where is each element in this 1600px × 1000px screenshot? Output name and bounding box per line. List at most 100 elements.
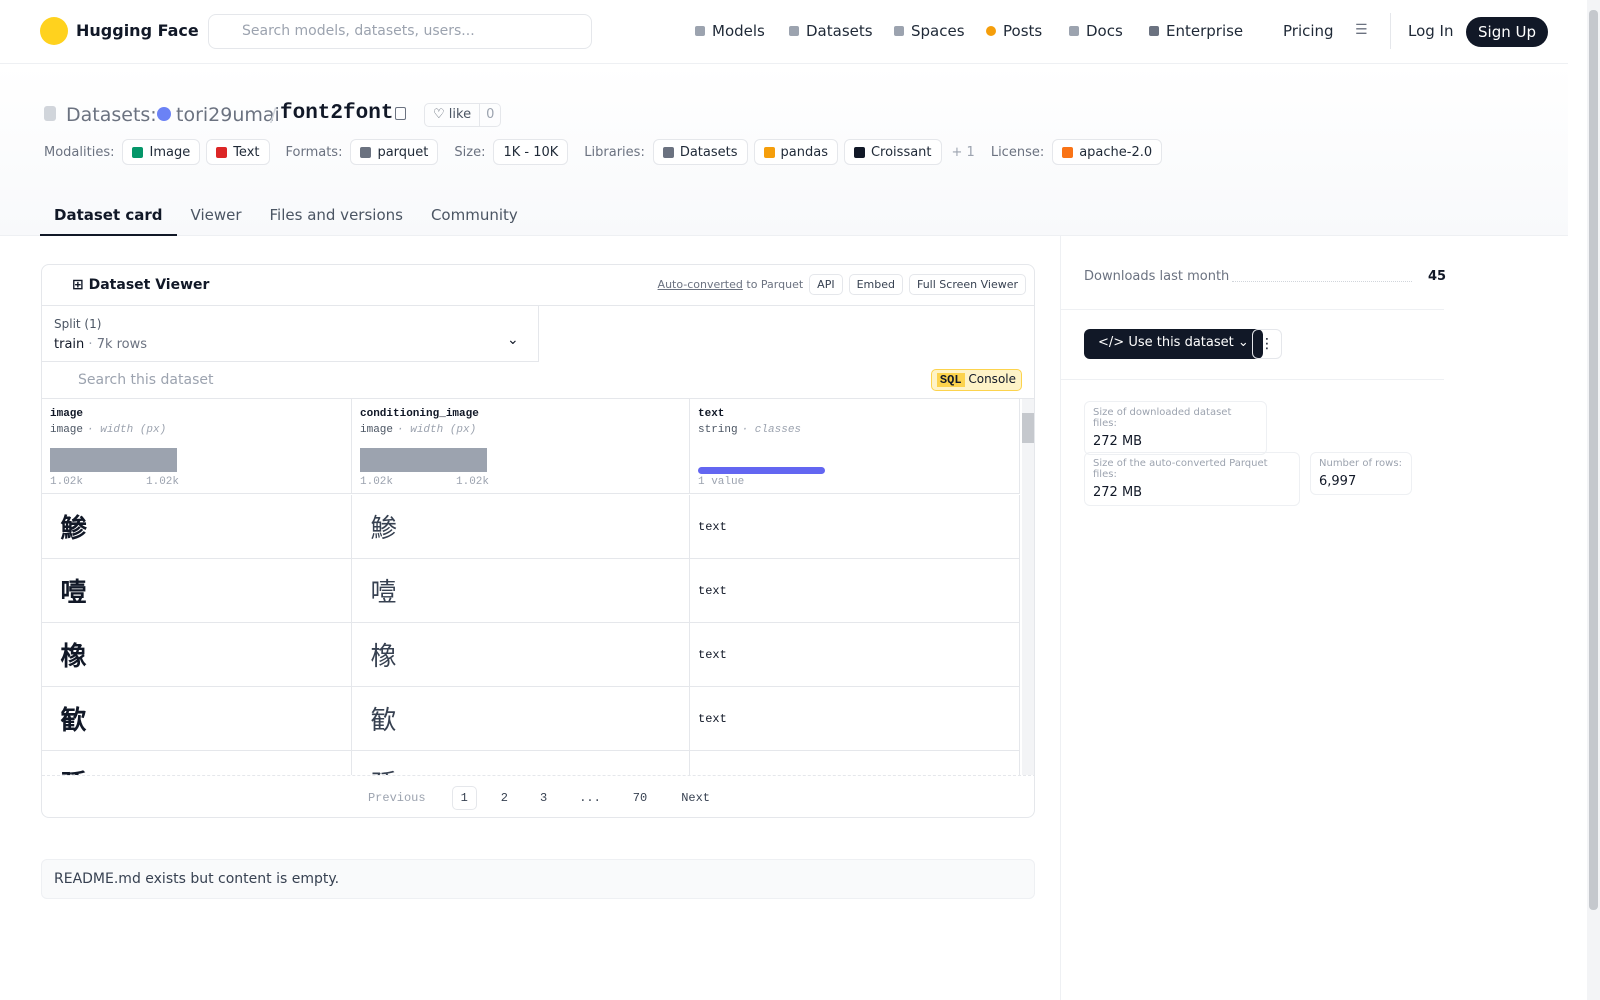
nav-link[interactable]: Docs	[1086, 22, 1123, 40]
tag-text[interactable]: Text	[233, 144, 260, 160]
viewer-button[interactable]: API	[809, 274, 843, 295]
table-cell[interactable]: text	[690, 751, 1020, 775]
tag-text[interactable]: Image	[149, 144, 191, 160]
tag-more[interactable]: + 1	[951, 144, 975, 160]
use-dataset[interactable]: </> Use this dataset ⌄	[1084, 329, 1263, 359]
table-cell[interactable]: text	[690, 623, 1020, 687]
glyph-image[interactable]: 噎	[50, 567, 97, 614]
viewer-button-label[interactable]: Full Screen Viewer	[916, 278, 1018, 291]
viewer-button-label[interactable]: Embed	[856, 278, 895, 291]
tag[interactable]: parquet	[350, 139, 439, 165]
tag[interactable]: Image	[122, 139, 201, 165]
scroll-thumb[interactable]	[1022, 413, 1034, 443]
sql-console[interactable]: SQL Console	[930, 369, 1022, 391]
tag[interactable]: 1K - 10K	[493, 139, 569, 165]
glyph-image[interactable]: 鯵	[360, 503, 407, 550]
viewer-button[interactable]: Full Screen Viewer	[908, 274, 1026, 295]
page-scroll-thumb[interactable]	[1589, 10, 1598, 910]
tag[interactable]: pandas	[753, 139, 838, 165]
converted-link[interactable]: Auto-converted	[657, 278, 743, 291]
table-cell[interactable]: 歓	[42, 687, 352, 751]
table-row[interactable]: 鯵 鯵 text	[42, 495, 1020, 559]
nav-link[interactable]: Models	[712, 22, 765, 40]
table-cell[interactable]: 孫	[352, 751, 690, 775]
dataset-search[interactable]: Search this dataset SQL Console	[42, 362, 1034, 399]
table-cell[interactable]: 橡	[352, 623, 690, 687]
like-label[interactable]: ♡ like	[433, 107, 472, 122]
table-row[interactable]: 橡 橡 text	[42, 623, 1020, 687]
brand[interactable]: Hugging Face	[76, 21, 199, 40]
page-scrollbar[interactable]	[1587, 0, 1600, 1000]
table-row[interactable]: 歓 歓 text	[42, 687, 1020, 751]
owner[interactable]: tori29umai	[176, 104, 280, 126]
column-header[interactable]: image image · width (px) 1.02k 1.02k	[42, 399, 352, 494]
tab[interactable]: Dataset card	[40, 196, 177, 236]
table-cell[interactable]: 歓	[352, 687, 690, 751]
search-box[interactable]: Search models, datasets, users...	[208, 14, 592, 49]
prev-page[interactable]: Previous	[367, 790, 426, 805]
page-number[interactable]: 1	[451, 785, 477, 810]
tab-label[interactable]: Viewer	[190, 206, 242, 224]
signup[interactable]: Sign Up	[1466, 17, 1548, 47]
next-page[interactable]: Next	[681, 790, 711, 805]
more-button[interactable]: ⋮	[1252, 329, 1282, 359]
tag[interactable]: Datasets	[652, 139, 748, 165]
split-select[interactable]: Split (1) train · 7k rows ⌄	[42, 306, 539, 362]
tab[interactable]: Viewer	[177, 196, 256, 236]
tag-text[interactable]: apache-2.0	[1079, 144, 1153, 160]
tag-text[interactable]: Datasets	[679, 144, 738, 160]
use-dataset-label[interactable]: Use this dataset	[1128, 335, 1234, 350]
tag-text[interactable]: 1K - 10K	[503, 144, 559, 160]
tag[interactable]: Text	[206, 139, 270, 165]
tab[interactable]: Community	[417, 196, 532, 236]
table-cell[interactable]: text	[690, 687, 1020, 751]
like-button[interactable]: ♡ like 0	[424, 103, 502, 127]
tag-text[interactable]: parquet	[377, 144, 429, 160]
nav-link[interactable]: Enterprise	[1166, 22, 1244, 40]
nav-link[interactable]: Pricing	[1283, 22, 1334, 40]
tag-text[interactable]: Croissant	[870, 144, 932, 160]
page-number[interactable]: 3	[539, 790, 548, 805]
nav-link[interactable]: Posts	[1003, 22, 1043, 40]
viewer-button[interactable]: Embed	[848, 274, 903, 295]
tab-label[interactable]: Files and versions	[269, 206, 403, 224]
tab-label[interactable]: Dataset card	[54, 206, 163, 224]
like-text[interactable]: like	[448, 107, 472, 122]
glyph-image[interactable]: 鯵	[50, 503, 97, 550]
table-cell[interactable]: 橡	[42, 623, 352, 687]
glyph-image[interactable]: 橡	[50, 631, 97, 678]
page-number[interactable]: 70	[632, 790, 648, 805]
tab[interactable]: Files and versions	[256, 196, 417, 236]
tag-text[interactable]: pandas	[780, 144, 828, 160]
table-row[interactable]: 噎 噎 text	[42, 559, 1020, 623]
table-cell[interactable]: text	[690, 559, 1020, 623]
column-header[interactable]: conditioning_image image · width (px) 1.02k…	[352, 399, 690, 494]
scrollbar[interactable]	[1022, 399, 1034, 775]
copy-icon[interactable]	[395, 107, 406, 120]
nav-link[interactable]: Datasets	[806, 22, 873, 40]
table-cell[interactable]: 噎	[352, 559, 690, 623]
column-header[interactable]: text string · classes 1 value	[690, 399, 1020, 494]
tag[interactable]: Croissant	[843, 139, 942, 165]
page-number[interactable]: 2	[500, 790, 508, 805]
tag[interactable]: apache-2.0	[1052, 139, 1163, 165]
repo-name[interactable]: font2font	[280, 102, 394, 125]
search-placeholder[interactable]: Search this dataset	[78, 372, 214, 388]
page-number[interactable]: ...	[579, 790, 601, 805]
menu-icon[interactable]: ☰	[1355, 22, 1368, 38]
viewer-button-label[interactable]: API	[817, 278, 835, 291]
logo[interactable]	[40, 17, 68, 45]
table-cell[interactable]: text	[690, 495, 1020, 559]
nav-link[interactable]: Spaces	[911, 22, 965, 40]
table-cell[interactable]: 孫	[42, 751, 352, 775]
glyph-image[interactable]: 橡	[360, 631, 407, 678]
glyph-image[interactable]: 噎	[360, 567, 407, 614]
glyph-image[interactable]: 孫	[360, 759, 407, 775]
table-cell[interactable]: 噎	[42, 559, 352, 623]
glyph-image[interactable]: 歓	[360, 695, 407, 742]
table-cell[interactable]: 鯵	[352, 495, 690, 559]
table-row[interactable]: 孫 孫 text	[42, 751, 1020, 775]
table-cell[interactable]: 鯵	[42, 495, 352, 559]
tab-label[interactable]: Community	[430, 206, 518, 224]
glyph-image[interactable]: 孫	[50, 759, 97, 775]
